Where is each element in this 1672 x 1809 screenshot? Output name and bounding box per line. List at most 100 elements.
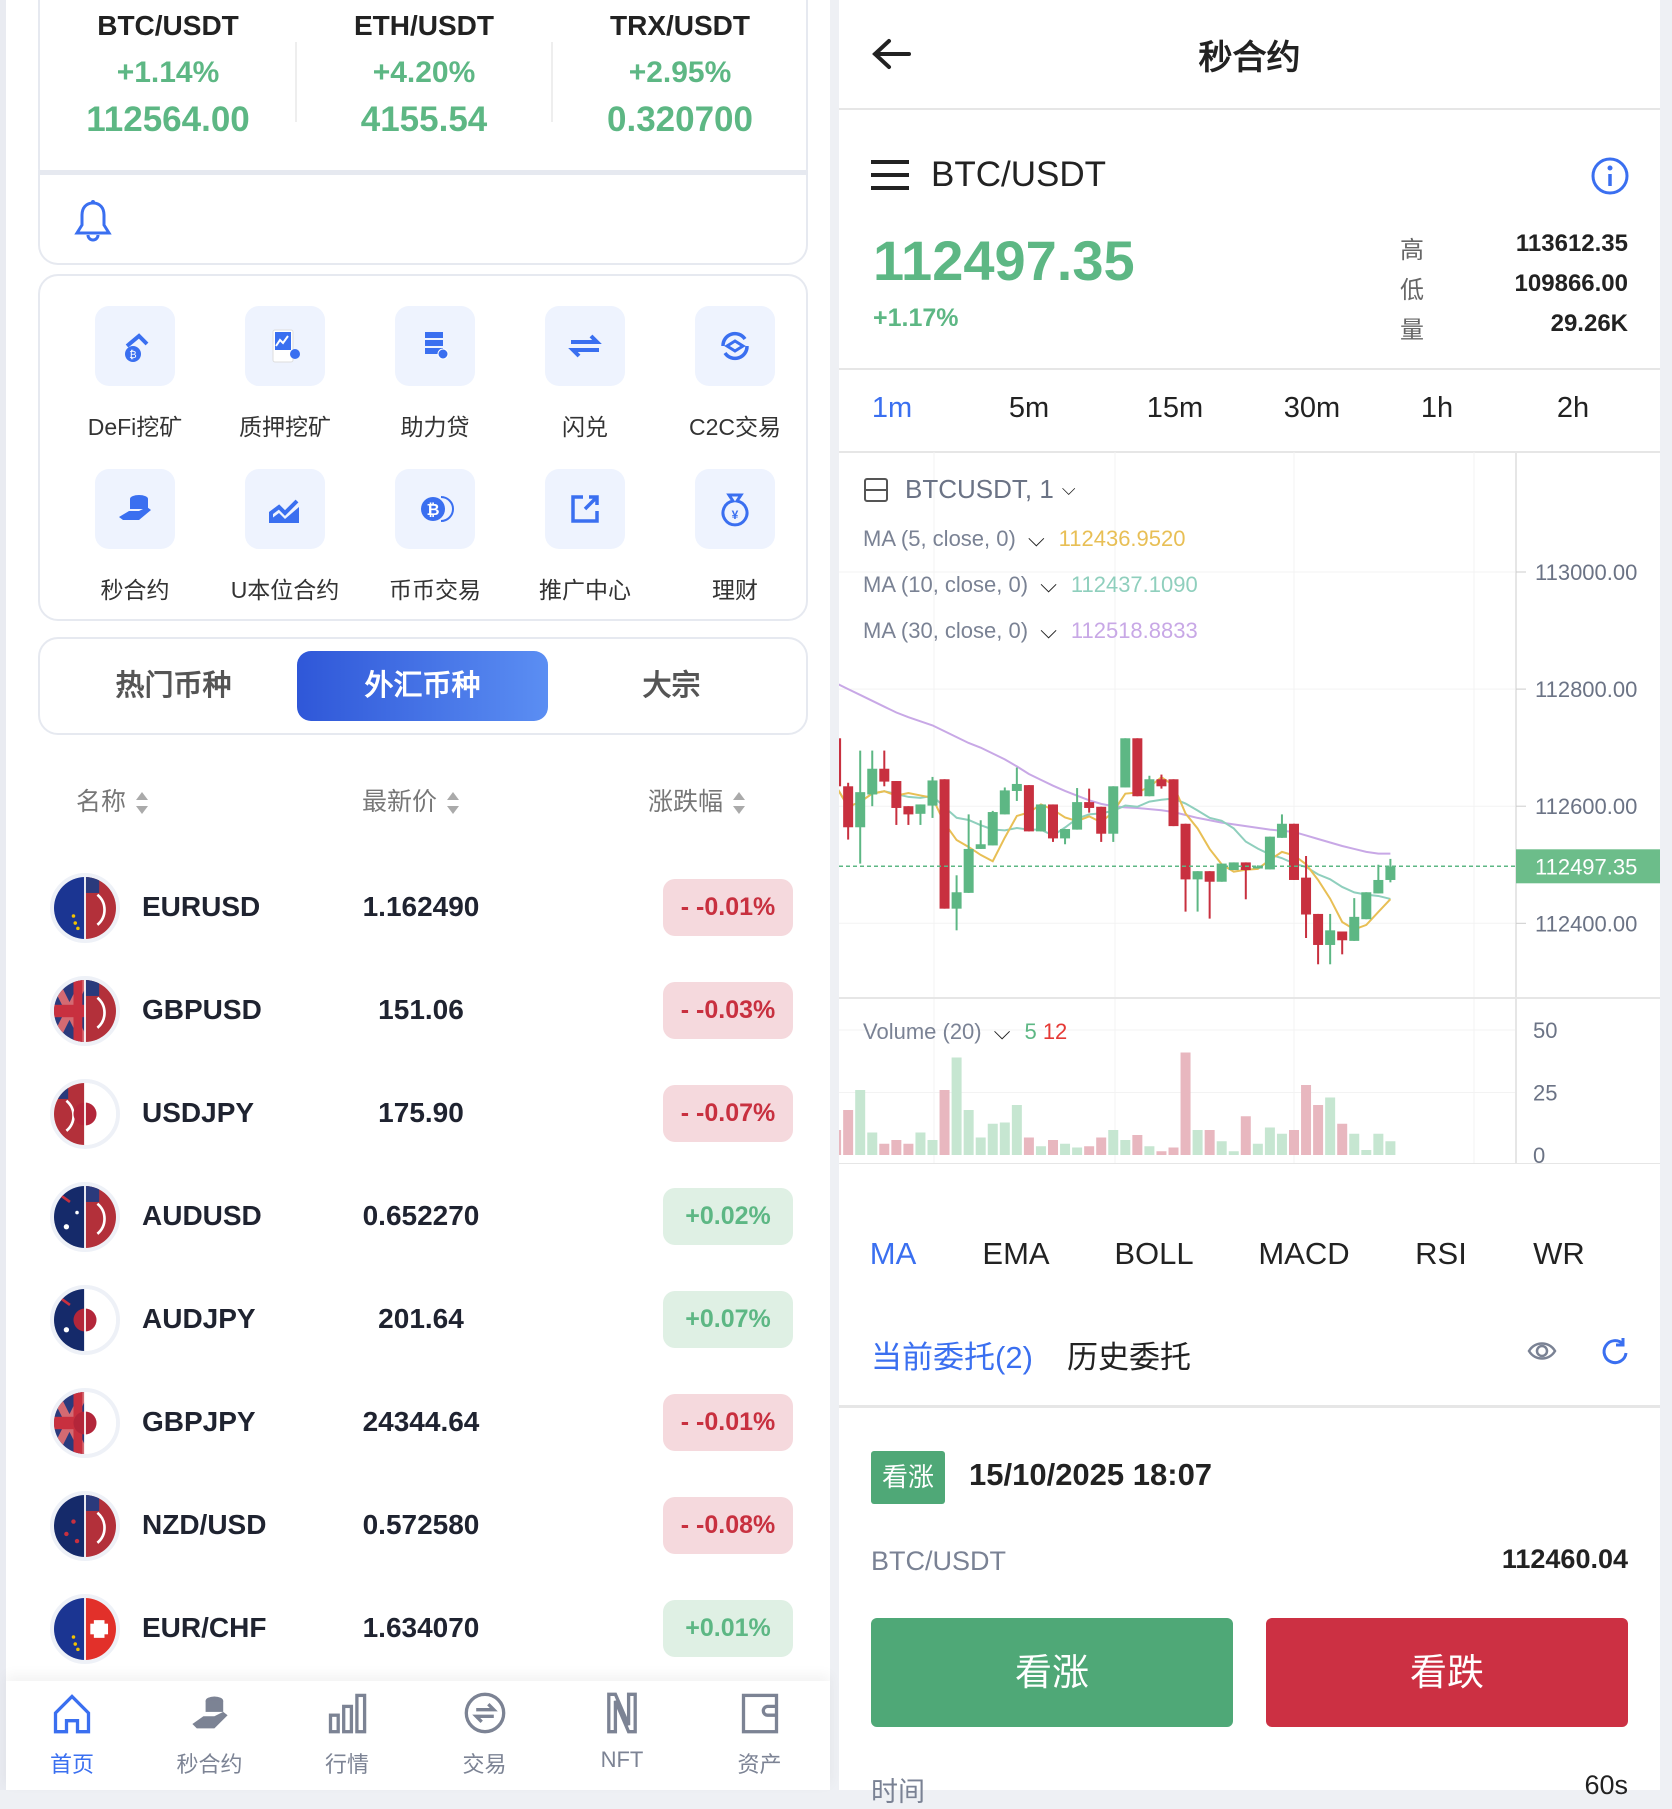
volume-bar — [1156, 1151, 1167, 1155]
ma5-label: MA (5, close, 0) — [863, 526, 1016, 551]
ticker-pair: TRX/USDT — [610, 10, 750, 41]
menu-item-5[interactable]: 秒合约 — [60, 469, 210, 605]
volume-bar — [1373, 1133, 1384, 1155]
nav-item-5[interactable]: 资产 — [700, 1691, 820, 1779]
indicator-ma[interactable]: MA — [869, 1236, 917, 1271]
candle — [999, 787, 1010, 815]
indicator-boll[interactable]: BOLL — [1114, 1236, 1194, 1271]
volume-tick-label: 25 — [1533, 1081, 1557, 1106]
list-item[interactable]: EUR/CHF 1.634070 +0.01% — [46, 1584, 806, 1674]
nav-item-0[interactable]: 首页 — [12, 1691, 132, 1779]
nav-item-4[interactable]: NFT — [562, 1691, 682, 1773]
ticker-pair: ETH/USDT — [354, 10, 494, 41]
candle — [1349, 898, 1360, 941]
nav-item-2[interactable]: 行情 — [287, 1691, 407, 1779]
ticker-eth[interactable]: ETH/USDT +4.20% 4155.54 — [296, 2, 552, 140]
ma10-legend[interactable]: MA (10, close, 0) ⌵ 112437.1090 — [863, 572, 1198, 598]
list-item[interactable]: GBPUSD 151.06 - -0.03% — [46, 966, 806, 1056]
candle — [1072, 788, 1083, 830]
candle-body — [891, 781, 902, 808]
indicator-wr[interactable]: WR — [1533, 1236, 1585, 1271]
sort-change[interactable]: 涨跌幅 — [648, 782, 746, 818]
sort-icon — [733, 792, 746, 815]
pair-name: EUR/CHF — [142, 1612, 267, 1643]
chevron-down-icon: ⌵ — [1040, 618, 1057, 643]
candle-body — [975, 844, 986, 849]
nav-item-3[interactable]: 交易 — [425, 1691, 545, 1779]
sort-price[interactable]: 最新价 — [362, 782, 460, 818]
tab-current-orders[interactable]: 当前委托(2) — [871, 1340, 1033, 1375]
candle — [855, 750, 866, 864]
menu-item-0[interactable]: ₿ DeFi挖矿 — [60, 306, 210, 442]
candle-body — [915, 804, 926, 814]
chevron-down-icon: ⌵ — [1027, 526, 1045, 551]
candle — [1011, 767, 1022, 801]
candle — [839, 738, 842, 787]
candle-body — [1048, 804, 1058, 839]
buy-up-button[interactable]: 看涨 — [871, 1618, 1233, 1727]
volume-bar — [1228, 1151, 1239, 1155]
timeframe-1h[interactable]: 1h — [1420, 392, 1454, 424]
collapse-icon[interactable] — [863, 477, 889, 503]
timeframe-5m[interactable]: 5m — [1008, 392, 1050, 424]
menu-icon[interactable] — [871, 159, 909, 191]
tab-forex[interactable]: 外汇币种 — [297, 651, 548, 721]
list-item[interactable]: GBPJPY 24344.64 - -0.01% — [46, 1378, 806, 1468]
indicator-macd[interactable]: MACD — [1258, 1236, 1350, 1271]
menu-item-4[interactable]: C2C交易 — [660, 306, 810, 442]
menu-item-6[interactable]: U本位合约 — [210, 469, 360, 605]
candle-body — [1168, 779, 1179, 827]
pair-price: 1.634070 — [362, 1612, 480, 1643]
notice-bar[interactable] — [38, 170, 808, 265]
volume-bar — [987, 1123, 998, 1155]
list-item[interactable]: NZD/USD 0.572580 - -0.08% — [46, 1481, 806, 1571]
menu-icon-box: ₿ — [395, 469, 475, 549]
menu-item-7[interactable]: ₿ 币币交易 — [360, 469, 510, 605]
tab-commodities[interactable]: 大宗 — [642, 670, 701, 702]
menu-item-1[interactable]: 质押挖矿 — [210, 306, 360, 442]
candlestick-chart[interactable]: 113000.00112800.00112600.00112400.005025… — [839, 452, 1660, 1164]
eye-icon[interactable] — [1527, 1336, 1557, 1366]
volume-legend[interactable]: Volume (20) ⌵ 5 12 — [863, 1019, 1067, 1045]
timeframe-2h[interactable]: 2h — [1556, 392, 1590, 424]
chart-symbol-legend[interactable]: BTCUSDT, 1 ⌵ — [863, 474, 1075, 505]
symbol-selector[interactable]: BTC/USDT — [931, 155, 1106, 194]
indicator-ema[interactable]: EMA — [982, 1236, 1050, 1271]
low-label: 低 — [1400, 277, 1424, 304]
ma30-legend[interactable]: MA (30, close, 0) ⌵ 112518.8833 — [863, 618, 1198, 644]
ticker-trx[interactable]: TRX/USDT +2.95% 0.320700 — [552, 2, 808, 140]
list-item[interactable]: USDJPY 175.90 - -0.07% — [46, 1069, 806, 1159]
info-icon[interactable] — [1590, 156, 1630, 196]
menu-item-2[interactable]: 助力贷 — [360, 306, 510, 442]
feature-menu: ₿ DeFi挖矿 质押挖矿 助力贷 闪兑 C2C交易秒合约 U本位合约 ₿ 币币交易 推广中心 ¥ 理… — [38, 274, 808, 621]
ma5-legend[interactable]: MA (5, close, 0) ⌵ 112436.9520 — [863, 526, 1186, 552]
refresh-icon[interactable] — [1601, 1336, 1629, 1366]
tab-hot[interactable]: 热门币种 — [115, 670, 232, 702]
menu-item-9[interactable]: ¥ 理财 — [660, 469, 810, 605]
candle-body — [1337, 931, 1348, 941]
timeframe-15m[interactable]: 15m — [1146, 392, 1204, 424]
ticker-price: 112564.00 — [86, 100, 250, 139]
menu-item-8[interactable]: 推广中心 — [510, 469, 660, 605]
candle — [867, 750, 878, 807]
column-change-label: 涨跌幅 — [648, 788, 724, 816]
menu-item-3[interactable]: 闪兑 — [510, 306, 660, 442]
candle — [1325, 913, 1336, 965]
nav-item-1[interactable]: 秒合约 — [150, 1691, 270, 1779]
buy-down-button[interactable]: 看跌 — [1266, 1618, 1628, 1727]
candle — [1048, 804, 1058, 842]
order-direction-tag: 看涨 — [871, 1451, 945, 1504]
list-item[interactable]: AUDJPY 201.64 +0.07% — [46, 1275, 806, 1365]
list-item[interactable]: AUDUSD 0.652270 +0.02% — [46, 1172, 806, 1262]
back-arrow-icon[interactable] — [871, 38, 911, 70]
indicator-rsi[interactable]: RSI — [1415, 1236, 1467, 1271]
ticker-btc[interactable]: BTC/USDT +1.14% 112564.00 — [40, 2, 296, 140]
tab-order-history[interactable]: 历史委托 — [1067, 1340, 1191, 1375]
sort-name[interactable]: 名称 — [76, 782, 149, 818]
list-item[interactable]: EURUSD 1.162490 - -0.01% — [46, 863, 806, 953]
timeframe-1m[interactable]: 1m — [871, 392, 913, 424]
menu-item-label: 闪兑 — [562, 414, 608, 440]
timeframe-30m[interactable]: 30m — [1283, 392, 1341, 424]
low-value: 109866.00 — [1514, 270, 1628, 297]
candle — [987, 810, 998, 846]
